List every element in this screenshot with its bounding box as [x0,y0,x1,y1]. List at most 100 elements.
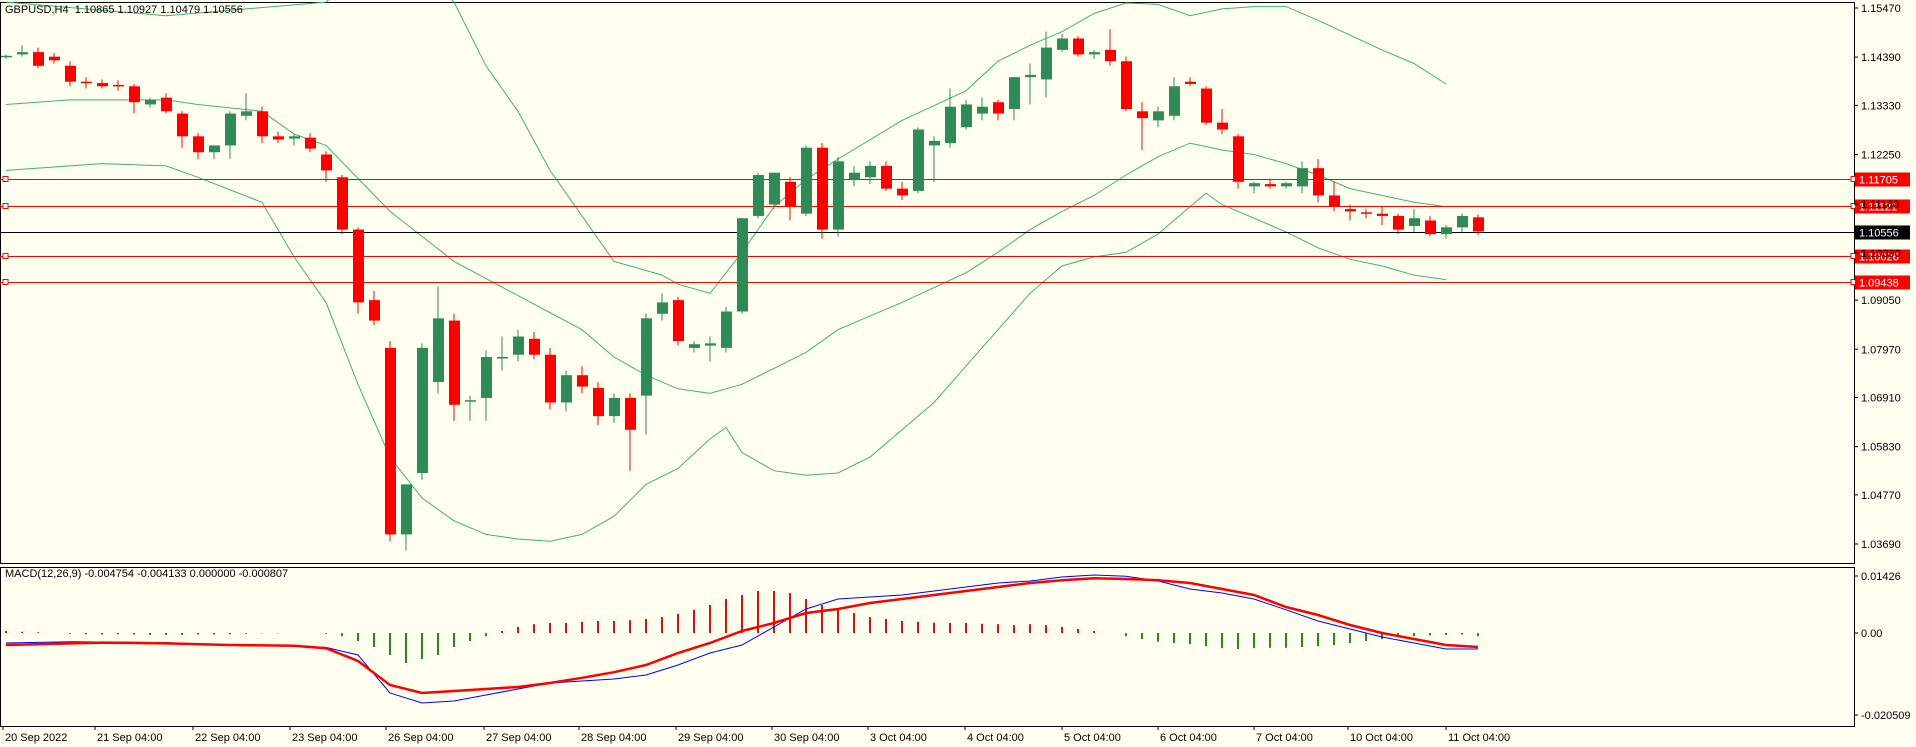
candle-body [353,229,364,303]
time-axis-label: 26 Sep 04:00 [388,732,453,744]
candle-body [785,181,796,207]
macd-main-line [5,574,1478,704]
candle-body [1265,184,1276,187]
macd-name: MACD(12,26,9) [5,568,82,580]
candle-body [1137,111,1148,119]
candle-body [881,165,892,189]
level-handle-left[interactable] [2,279,9,285]
time-axis-label: 22 Sep 04:00 [195,732,260,744]
candle-body [177,113,188,137]
time-axis-label: 20 Sep 2022 [5,732,67,744]
macd-label: MACD(12,26,9) -0.004754 -0.004133 0.0000… [5,568,288,580]
candle-body [977,106,988,114]
bollinger-upper-line [5,0,1447,294]
candle-body [625,397,636,430]
candle-body [225,113,236,146]
price-axis-label: 1.14390 [1861,52,1901,64]
time-axis-label: 21 Sep 04:00 [97,732,162,744]
candle-body [1409,218,1420,226]
candle-body [433,318,444,383]
candle-body [513,336,524,355]
price-axis-label: 1.05830 [1861,442,1901,454]
candle-body [49,56,60,61]
time-axis-label: 11 Oct 04:00 [1448,732,1510,744]
candle-body [481,356,492,398]
candle-body [17,52,28,55]
candle-body [241,111,252,116]
candle-body [369,300,380,321]
price-level-tag [1855,249,1910,264]
price-axis-label: 1.15470 [1861,3,1901,15]
candlesticks [1,29,1484,551]
candle-body [1345,209,1356,212]
ohlc-values: 1.10865 1.10927 1.10479 1.10556 [74,4,243,16]
candle-body [545,354,556,403]
time-axis-label: 29 Sep 04:00 [678,732,743,744]
level-handle-left[interactable] [2,253,9,259]
candle-body [273,136,284,140]
candle-body [1169,86,1180,116]
price-axis-label: 1.11160 [1861,199,1899,211]
candle-body [1089,52,1100,55]
candle-body [1217,122,1228,130]
candle-body [657,302,668,314]
price-axis-label: 1.04770 [1861,490,1901,502]
candle-body [929,140,940,146]
level-handle-left[interactable] [2,176,9,182]
candle-body [593,387,604,417]
candle-body [1201,88,1212,123]
candle-body [849,172,860,180]
candle-body [113,84,124,87]
price-level-tag [1855,172,1910,187]
candle-body [865,165,876,178]
candle-body [897,188,908,196]
candle-body [1073,38,1084,55]
candle-body [209,145,220,153]
macd-axis-label: -0.020509 [1861,710,1911,722]
candle-body [641,318,652,396]
candle-body [193,136,204,153]
price-axis-label: 1.12250 [1861,150,1901,162]
candle-body [417,347,428,474]
price-axis-label: 1.07970 [1861,344,1901,356]
candle-body [465,400,476,402]
price-axis-label: 1.09050 [1861,295,1901,307]
candle-body [1,55,12,58]
candle-body [1249,183,1260,187]
time-axis-label: 23 Sep 04:00 [292,732,357,744]
time-axis-label: 7 Oct 04:00 [1256,732,1313,744]
macd-panel-frame [0,567,1855,727]
time-axis-label: 30 Sep 04:00 [774,732,839,744]
candle-body [401,484,412,535]
macd-values: -0.004754 -0.004133 0.000000 -0.000807 [84,568,289,580]
candle-body [289,136,300,139]
candle-body [257,111,268,137]
candle-body [1361,212,1372,214]
candle-body [561,375,572,403]
candle-body [1121,61,1132,110]
time-axis-label: 4 Oct 04:00 [967,732,1024,744]
candle-body [81,81,92,84]
horizontal-levels [0,176,1857,285]
candle-body [1057,38,1068,50]
macd-axis-label: 0.00 [1861,628,1882,640]
candle-body [1041,47,1052,80]
candle-body [689,344,700,348]
time-axis-label: 6 Oct 04:00 [1160,732,1217,744]
candle-body [705,343,716,346]
candle-body [1185,81,1196,84]
candle-body [817,147,828,230]
candle-body [833,161,844,230]
candle-body [913,129,924,191]
candle-body [945,106,956,144]
candle-body [737,218,748,312]
candle-body [529,338,540,355]
price-axis-label: 1.03690 [1861,539,1901,551]
candle-body [1297,168,1308,187]
current-price-tag [1855,225,1910,240]
level-handle-left[interactable] [2,203,9,209]
time-axis-label: 3 Oct 04:00 [870,732,927,744]
candle-body [1473,217,1484,232]
candle-body [609,397,620,417]
